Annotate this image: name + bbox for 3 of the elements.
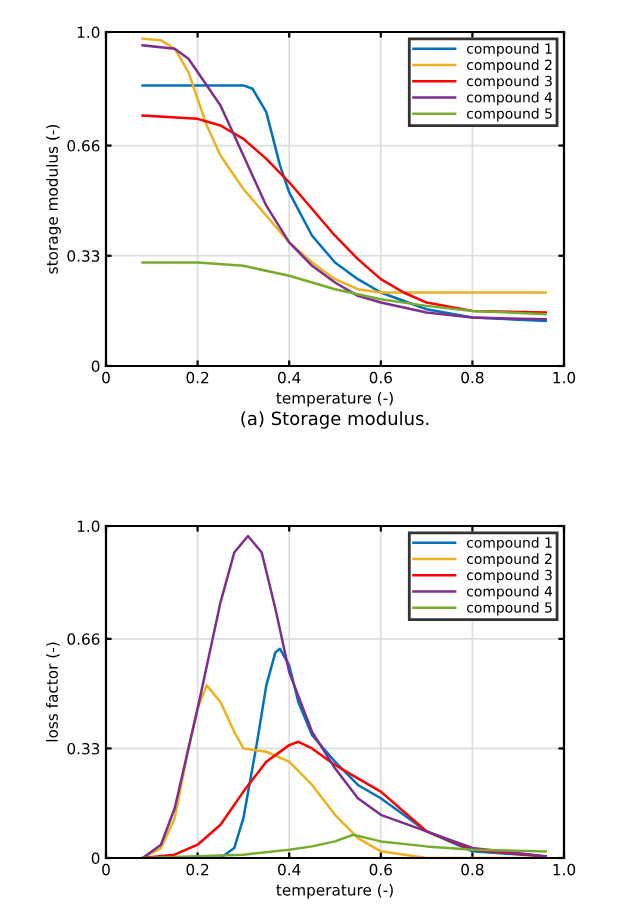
line-series: [141, 261, 547, 316]
text: (a) Storage modulus.: [241, 411, 429, 429]
line-series: [141, 534, 547, 858]
